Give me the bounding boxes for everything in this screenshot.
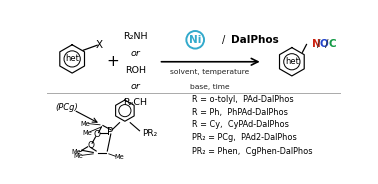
Text: O: O — [320, 39, 329, 49]
Text: PR₂: PR₂ — [143, 129, 158, 138]
Text: N: N — [312, 39, 321, 49]
Text: Me: Me — [74, 153, 84, 159]
Text: Me: Me — [72, 149, 81, 155]
Text: Ni: Ni — [189, 35, 201, 45]
Text: R = Cy,  CyPAd-DalPhos: R = Cy, CyPAd-DalPhos — [192, 120, 289, 129]
Text: R = o-tolyl,  PAd-DalPhos: R = o-tolyl, PAd-DalPhos — [192, 95, 294, 104]
Text: RₙCH: RₙCH — [123, 98, 147, 107]
Text: /: / — [317, 39, 321, 49]
Text: X: X — [96, 40, 103, 49]
Text: R = Ph,  PhPAd-DalPhos: R = Ph, PhPAd-DalPhos — [192, 107, 288, 116]
Text: +: + — [107, 54, 119, 69]
Text: or: or — [130, 49, 140, 58]
Text: O: O — [93, 130, 101, 139]
Text: (PCg): (PCg) — [55, 103, 77, 112]
Text: base, time: base, time — [190, 84, 230, 90]
Text: O: O — [87, 141, 94, 150]
Text: R₂NH: R₂NH — [123, 32, 147, 41]
Text: or: or — [130, 82, 140, 91]
Text: het: het — [285, 57, 299, 66]
Text: Me: Me — [82, 130, 92, 136]
Text: het: het — [65, 54, 79, 63]
Text: C: C — [328, 39, 336, 49]
Text: DalPhos: DalPhos — [231, 35, 278, 45]
Text: P: P — [107, 127, 113, 137]
Text: /: / — [325, 39, 329, 49]
Text: PR₂ = Phen,  CgPhen-DalPhos: PR₂ = Phen, CgPhen-DalPhos — [192, 147, 313, 156]
Text: /: / — [222, 35, 229, 45]
Text: Me: Me — [114, 154, 124, 160]
Text: solvent, temperature: solvent, temperature — [170, 69, 249, 75]
Text: PR₂ = PCg,  PAd2-DalPhos: PR₂ = PCg, PAd2-DalPhos — [192, 133, 297, 142]
Text: Me: Me — [81, 121, 90, 127]
Text: ROH: ROH — [125, 66, 146, 75]
